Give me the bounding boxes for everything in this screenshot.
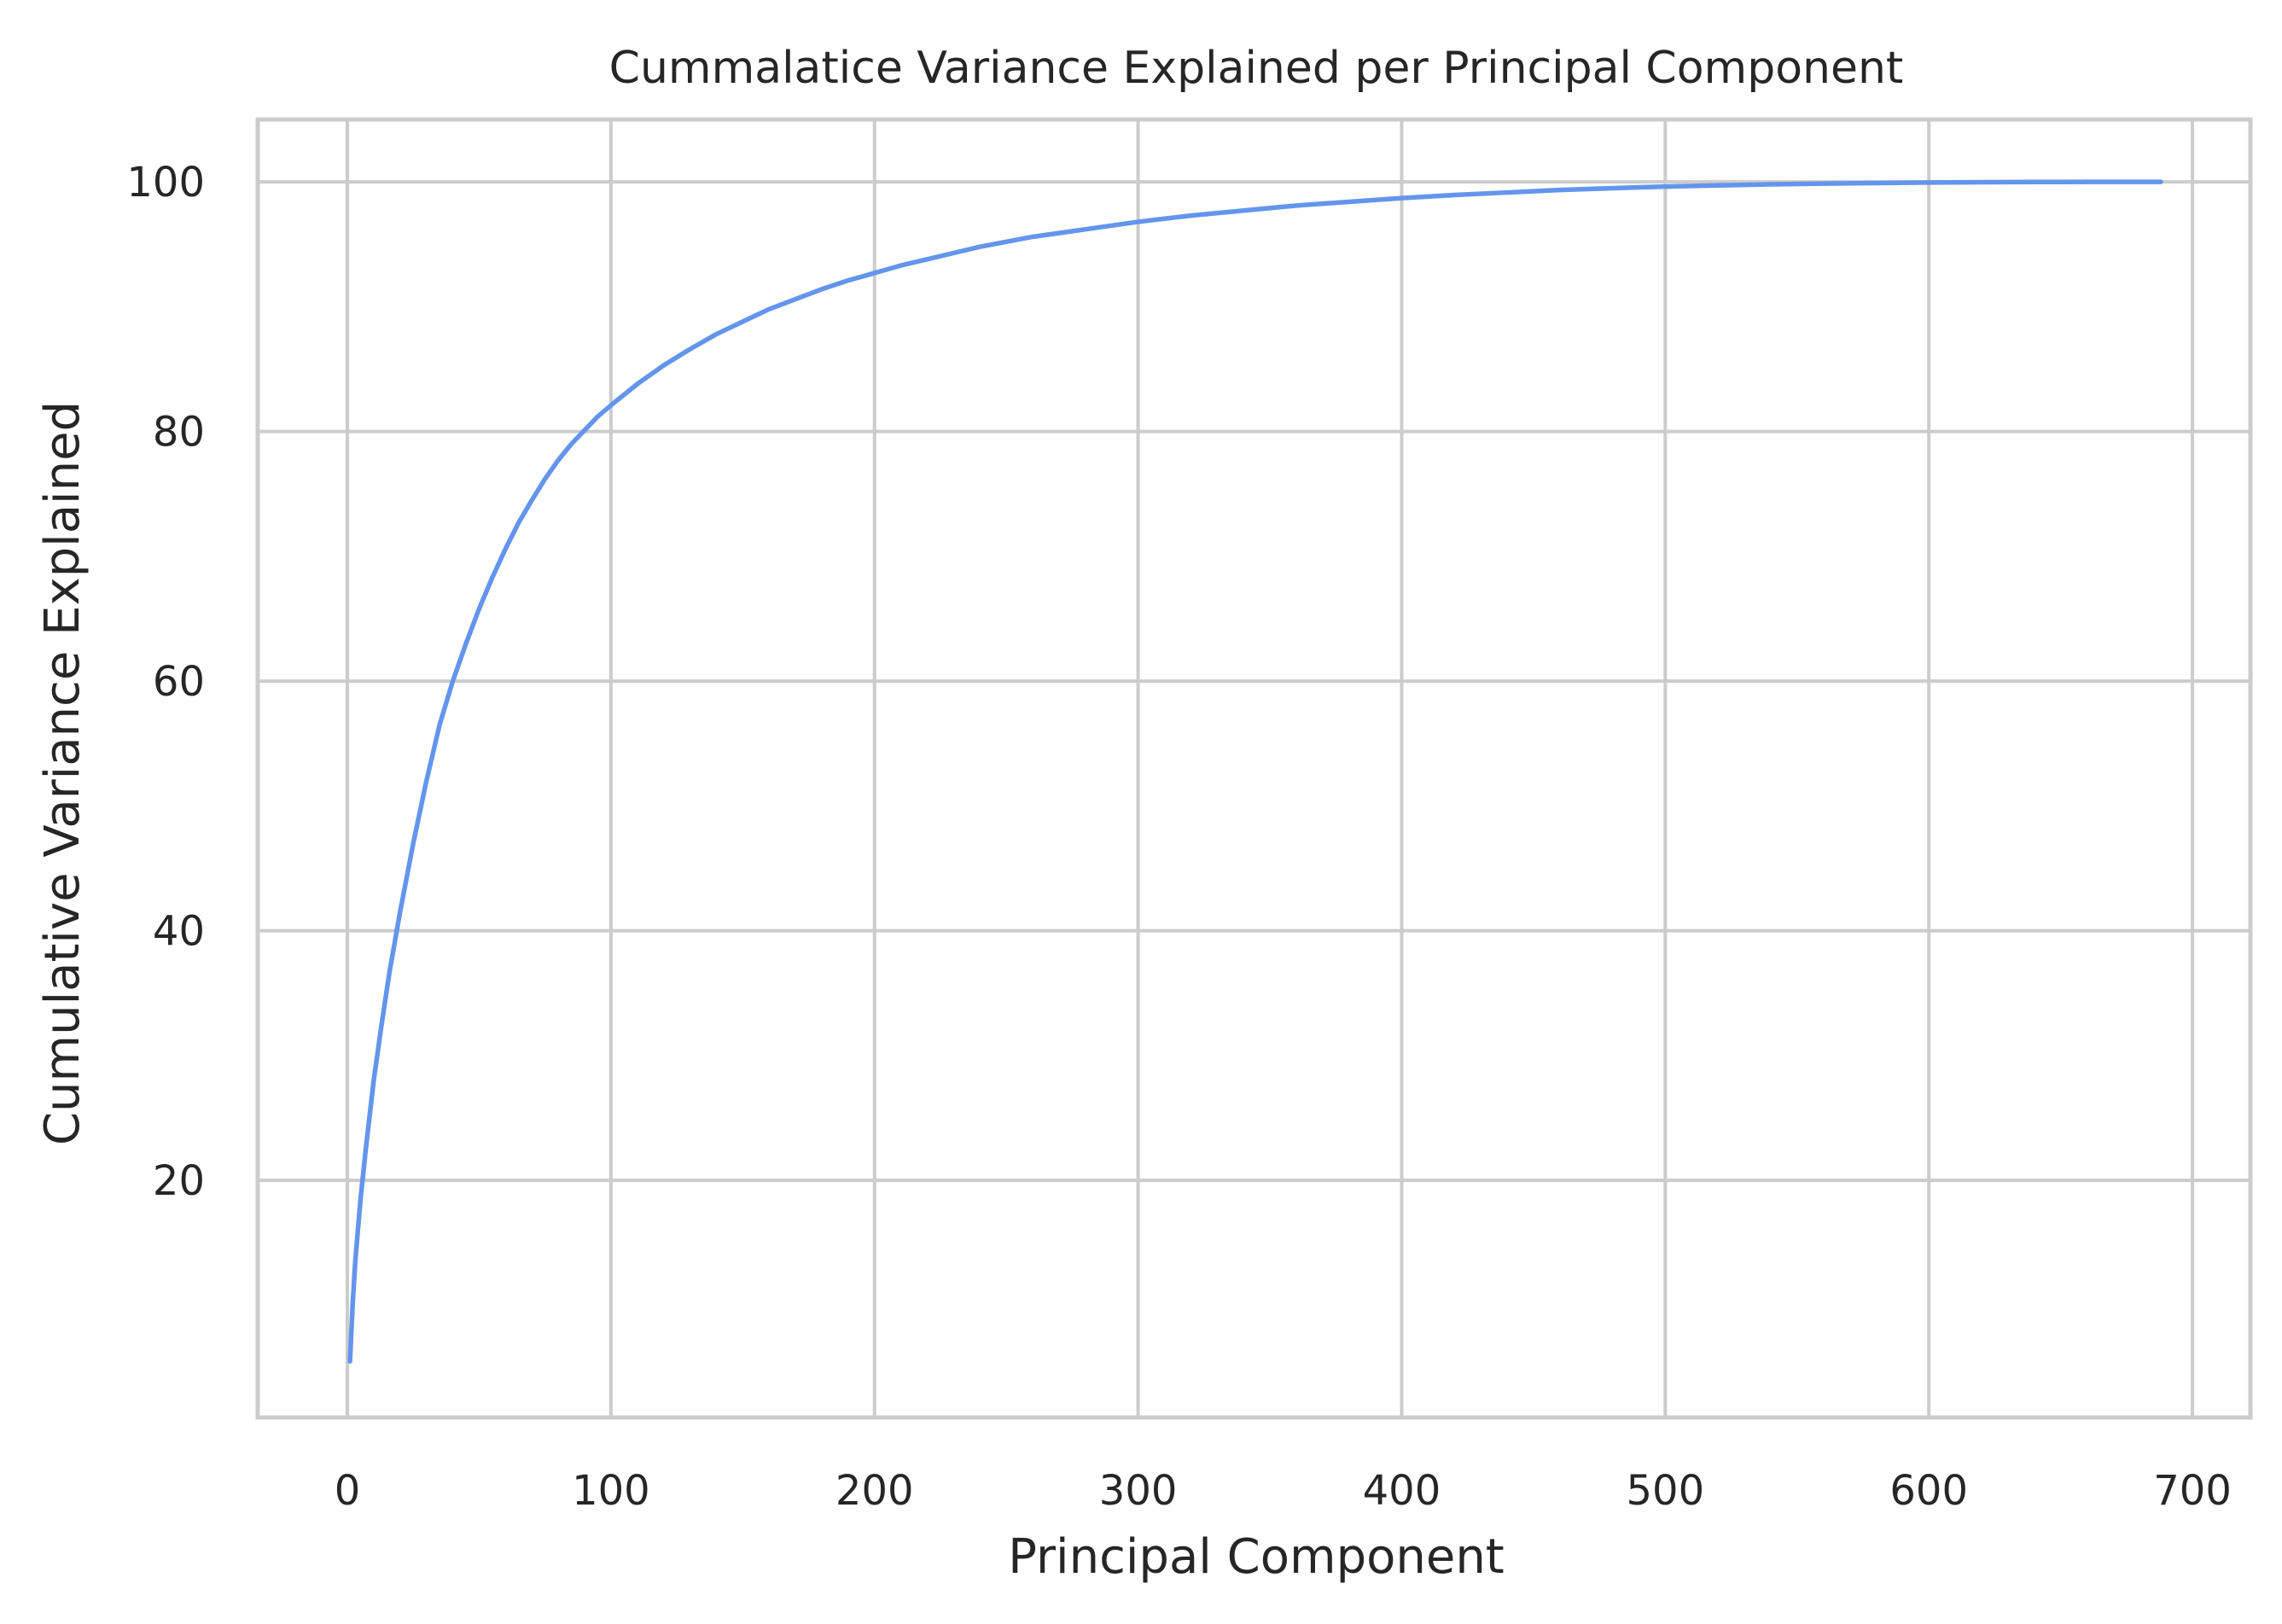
data-series (347, 179, 2163, 1364)
y-tick-label: 100 (126, 159, 205, 207)
y-tick-labels: 20 40 60 80 100 (126, 159, 205, 1205)
x-tick-label: 700 (2153, 1467, 2232, 1515)
x-axis-label: Principal Component (1008, 1529, 1505, 1585)
x-tick-label: 300 (1099, 1467, 1178, 1515)
plot-border (255, 117, 2253, 1420)
y-axis-label: Cumulative Variance Explained (35, 401, 90, 1145)
x-tick-label: 200 (835, 1467, 914, 1515)
x-tick-label: 500 (1627, 1467, 1705, 1515)
y-tick-label: 40 (153, 908, 205, 956)
series-line (347, 179, 2163, 1364)
y-tick-label: 60 (153, 658, 205, 706)
plot-frame (255, 117, 2253, 1420)
x-tick-labels: 0 100 200 300 400 500 600 700 (335, 1467, 2232, 1515)
x-tick-label: 0 (335, 1467, 361, 1515)
y-tick-label: 80 (153, 409, 205, 457)
x-tick-label: 100 (572, 1467, 650, 1515)
y-tick-label: 20 (153, 1157, 205, 1205)
x-tick-label: 400 (1363, 1467, 1441, 1515)
chart-title: Cummalatice Variance Explained per Princ… (609, 43, 1904, 94)
x-tick-label: 600 (1889, 1467, 1968, 1515)
